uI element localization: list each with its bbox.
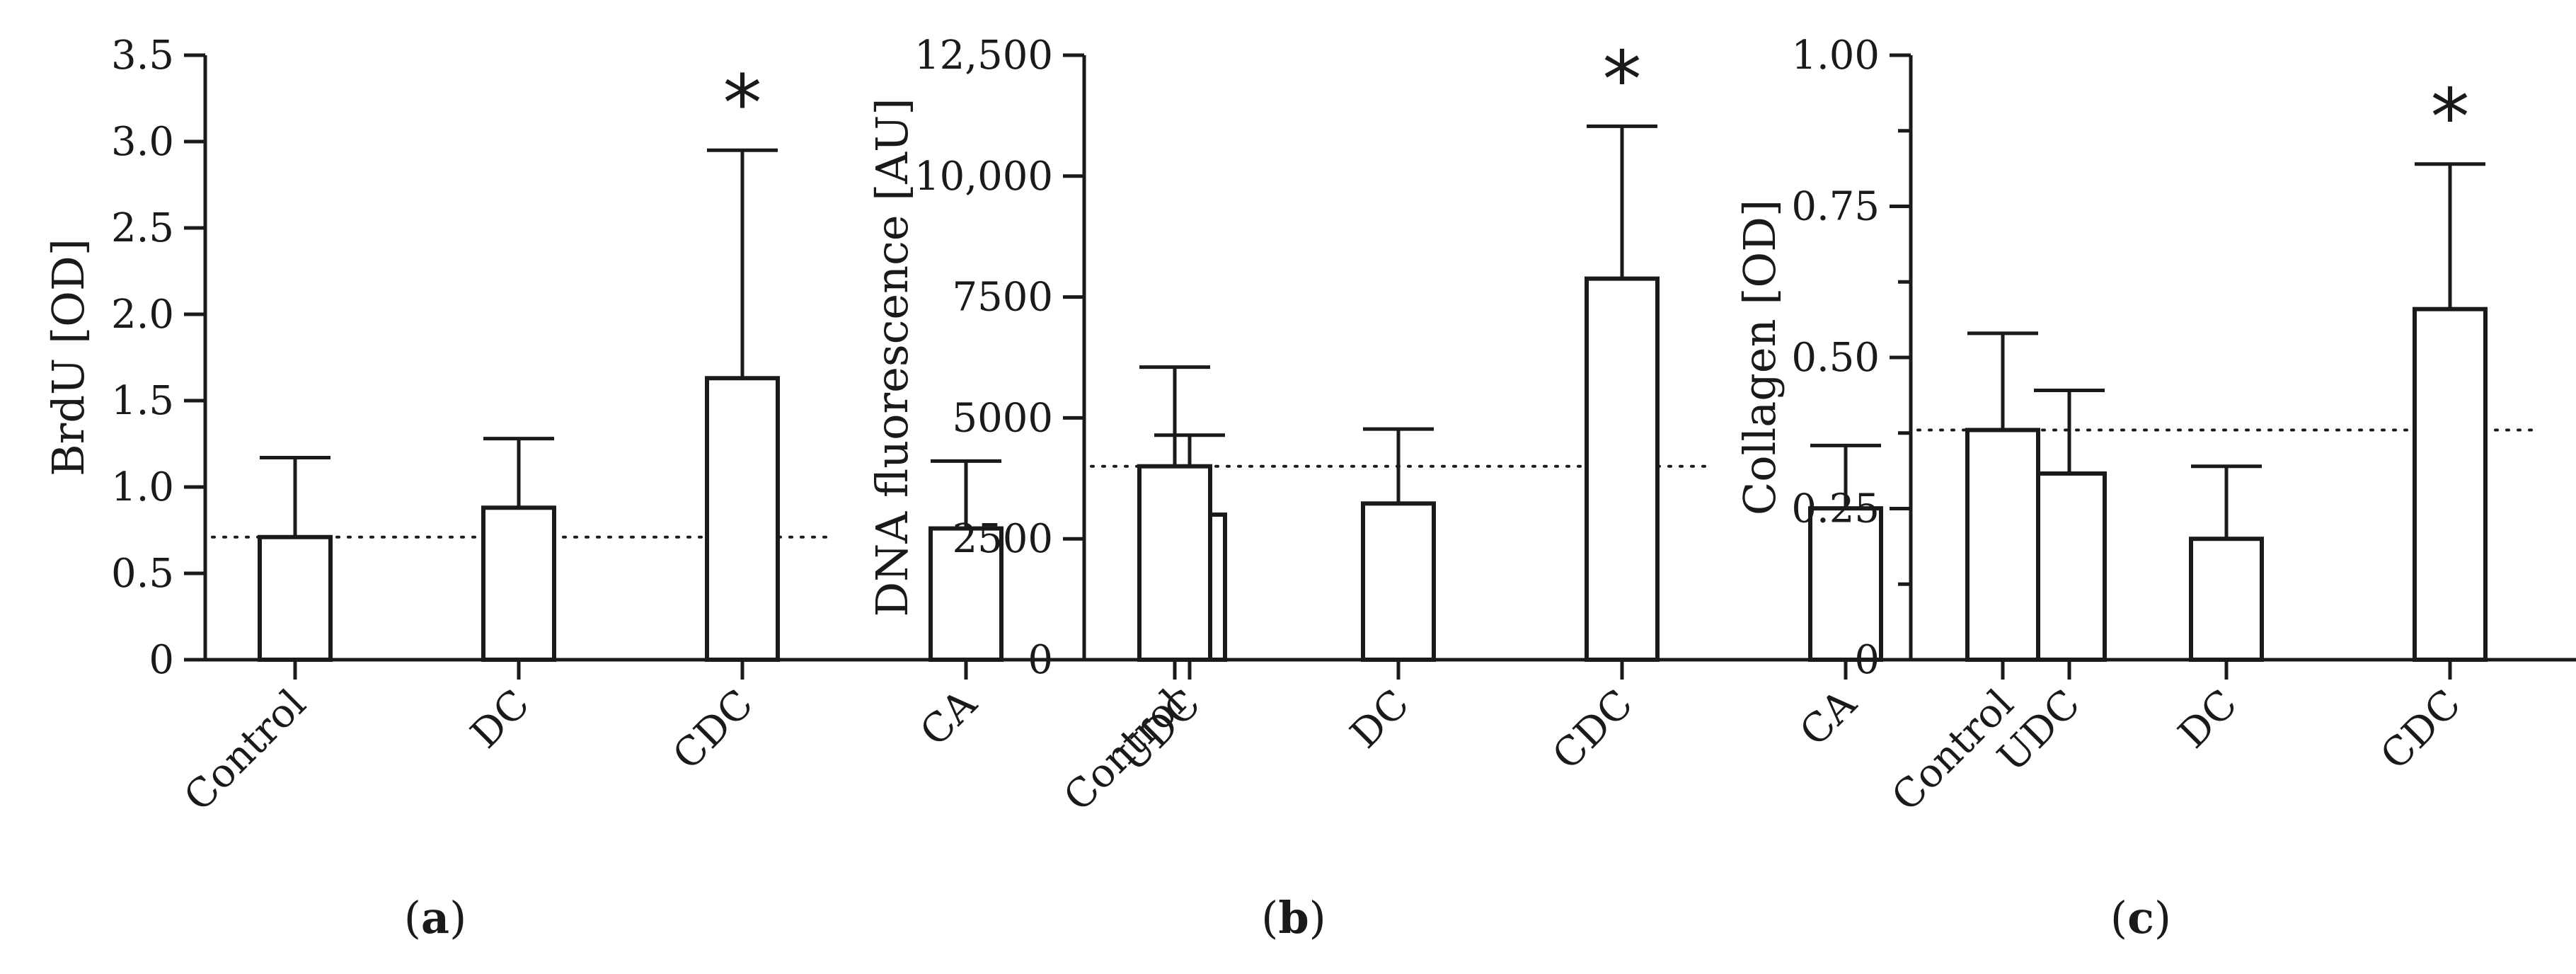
category-label: CDC <box>1544 681 1642 779</box>
category-label: CDC <box>2372 681 2470 779</box>
bar <box>1585 276 1660 662</box>
y-tick-label: 2.5 <box>111 205 174 251</box>
y-tick-label: 3.5 <box>111 33 174 79</box>
y-tick-label: 0.50 <box>1791 335 1880 381</box>
significance-marker: * <box>2431 72 2470 163</box>
panel-label: (c) <box>2110 892 2171 944</box>
y-tick-label: 0 <box>149 637 174 683</box>
category-label: CA <box>1791 681 1865 755</box>
bar <box>2413 306 2488 662</box>
y-tick-label: 7500 <box>952 275 1053 321</box>
bar <box>258 534 333 663</box>
y-axis-title: DNA fluorescence [AU] <box>866 98 918 617</box>
y-tick-label: 0 <box>1028 637 1053 683</box>
y-tick-label: 12,500 <box>914 33 1053 79</box>
bar <box>481 505 556 663</box>
category-label: DC <box>462 681 539 757</box>
y-axis-title: Collagen [OD] <box>1734 200 1786 515</box>
bar <box>1361 501 1436 663</box>
category-label: DC <box>2170 681 2246 757</box>
y-tick-label: 2.0 <box>111 292 174 338</box>
bar <box>1137 464 1212 662</box>
bar <box>2189 537 2264 663</box>
y-tick-label: 10,000 <box>914 154 1053 200</box>
significance-marker: * <box>723 58 762 149</box>
category-label: CA <box>912 681 986 755</box>
significance-marker: * <box>1603 34 1642 125</box>
y-tick-label: 1.5 <box>111 378 174 424</box>
y-tick-label: 1.00 <box>1791 33 1880 79</box>
category-label: Control <box>1055 681 1195 820</box>
y-tick-label: 3.0 <box>111 119 174 165</box>
panel-a: 0 0.5 1.0 1.5 2.0 2.5 3.0 3.5 BrdU [OD] Control DC… <box>42 33 1245 944</box>
panel-label: (b) <box>1261 892 1326 944</box>
panel-label: (a) <box>404 892 467 944</box>
y-axis-title: BrdU [OD] <box>42 239 94 476</box>
bar <box>2032 471 2107 663</box>
y-tick-label: 2500 <box>952 516 1053 562</box>
y-tick-label: 5000 <box>952 395 1053 441</box>
category-label: CDC <box>665 681 762 779</box>
category-label: Control <box>176 681 315 820</box>
category-label: DC <box>1342 681 1418 757</box>
bar <box>705 376 780 663</box>
y-tick-label: 1.0 <box>111 464 174 510</box>
y-tick-label: 0.75 <box>1791 184 1880 230</box>
bar <box>1965 428 2040 662</box>
panel-b: 0 2500 5000 7500 10,000 12,500 DNA fluorescenc… <box>866 33 2124 944</box>
y-tick-label: 0.5 <box>111 551 174 597</box>
y-tick-label: 0.25 <box>1791 486 1880 532</box>
y-tick-label: 0 <box>1854 637 1880 683</box>
